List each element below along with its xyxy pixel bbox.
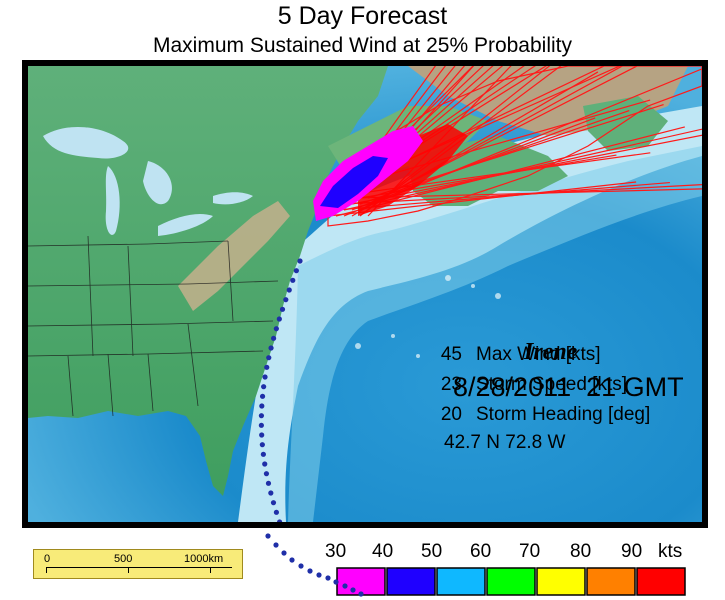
shelf-slope xyxy=(288,146,702,522)
track-dot xyxy=(297,258,303,264)
track-dot xyxy=(289,557,295,563)
lake-huron xyxy=(143,161,172,205)
storm-speed-label: Storm Speed [kts] xyxy=(476,374,628,395)
track-dot xyxy=(268,490,274,496)
track-dot xyxy=(259,442,265,448)
storm-speed-row: 23 Storm Speed [kts] xyxy=(420,374,627,396)
track-dot xyxy=(258,422,264,428)
state-borders xyxy=(28,235,279,417)
wind-swath-line xyxy=(343,184,702,205)
track-dot xyxy=(262,374,268,380)
track-dot xyxy=(261,384,267,390)
wind-swath-line xyxy=(335,181,670,211)
track-dot xyxy=(283,297,289,303)
seamounts xyxy=(355,275,501,358)
wind-swath-line xyxy=(351,134,702,205)
scale-line xyxy=(46,567,232,568)
track-dot xyxy=(293,268,299,274)
track-dot xyxy=(268,345,274,351)
track-dot xyxy=(260,451,266,457)
track-dot xyxy=(290,277,296,283)
lake-ontario xyxy=(213,192,253,205)
storm-heading-row: 20 Storm Heading [deg] xyxy=(420,404,650,426)
storm-heading-value: 20 xyxy=(440,404,462,425)
scale-tick xyxy=(128,567,129,573)
max-wind-value: 45 xyxy=(440,344,462,365)
track-dot xyxy=(259,393,266,399)
track-dot xyxy=(286,287,292,293)
storm-name: Irene xyxy=(524,339,578,365)
legend-swatch xyxy=(386,567,436,596)
legend-swatch xyxy=(636,567,686,596)
storm-datetime: 8/28/2011 21 GMT xyxy=(453,372,684,402)
wind-swath-line xyxy=(343,128,702,211)
wind-legend-bar xyxy=(336,567,686,596)
track-dot xyxy=(276,316,282,322)
wind-swath-line xyxy=(351,188,702,199)
legend-swatch xyxy=(336,567,386,596)
scale-label-0: 0 xyxy=(44,553,51,565)
legend-swatch xyxy=(436,567,486,596)
legend-swatch xyxy=(536,567,586,596)
track-dot xyxy=(316,572,322,578)
storm-speed-value: 23 xyxy=(440,374,462,395)
legend-label: 90 xyxy=(621,541,643,562)
canada-land xyxy=(28,66,688,136)
continental-shelf xyxy=(238,106,702,522)
track-dot xyxy=(273,542,279,548)
track-dot xyxy=(266,355,272,361)
track-dot xyxy=(279,306,286,312)
track-dot xyxy=(325,575,331,581)
scale-label-500: 500 xyxy=(114,553,133,565)
track-dot xyxy=(273,509,280,515)
forecast-map[interactable]: Irene 8/28/2011 21 GMT xyxy=(22,60,708,528)
max-wind-label: Max Wind [kts] xyxy=(476,344,601,365)
track-dot xyxy=(270,335,277,341)
legend-label: 50 xyxy=(421,541,443,562)
scale-bar: 0 500 1000km xyxy=(33,549,243,579)
wind-swath-outline xyxy=(327,66,702,227)
scale-tick xyxy=(210,567,211,573)
lake-superior xyxy=(43,126,129,159)
max-wind-row: 45 Max Wind [kts] xyxy=(420,344,601,366)
scale-label-1000: 1000km xyxy=(184,553,224,565)
track-dot xyxy=(264,364,270,370)
track-dot xyxy=(270,500,277,506)
legend-swatch xyxy=(586,567,636,596)
wind-swath-30kt-region xyxy=(358,124,468,216)
legend-swatch xyxy=(486,567,536,596)
storm-heading-label: Storm Heading [deg] xyxy=(476,404,651,425)
legend-label: 80 xyxy=(570,541,592,562)
lake-michigan xyxy=(105,166,120,235)
track-dot xyxy=(265,533,271,539)
map-title: 5 Day Forecast xyxy=(277,2,448,30)
track-dot xyxy=(265,480,272,486)
legend-label: 60 xyxy=(470,541,492,562)
track-dot xyxy=(307,568,313,574)
map-subtitle: Maximum Sustained Wind at 25% Probabilit… xyxy=(152,34,572,57)
track-dot xyxy=(281,550,287,556)
wind-swath-50kt-region xyxy=(320,156,388,208)
track-dot xyxy=(298,563,304,569)
track-dot xyxy=(259,403,265,409)
legend-label: kts xyxy=(658,541,683,562)
track-dot xyxy=(277,519,283,522)
wind-swath-line xyxy=(327,181,637,217)
track-dot xyxy=(259,432,265,438)
legend-label: 70 xyxy=(519,541,541,562)
track-dot xyxy=(262,461,268,467)
track-dot xyxy=(273,326,279,332)
lake-erie xyxy=(158,214,213,236)
storm-track xyxy=(258,258,303,522)
map-canvas xyxy=(28,66,702,522)
track-dot xyxy=(258,413,265,419)
legend-label: 40 xyxy=(372,541,394,562)
scale-tick xyxy=(46,567,47,573)
storm-position: 42.7 N 72.8 W xyxy=(444,432,566,453)
legend-label: 30 xyxy=(325,541,347,562)
track-dot xyxy=(263,471,270,477)
